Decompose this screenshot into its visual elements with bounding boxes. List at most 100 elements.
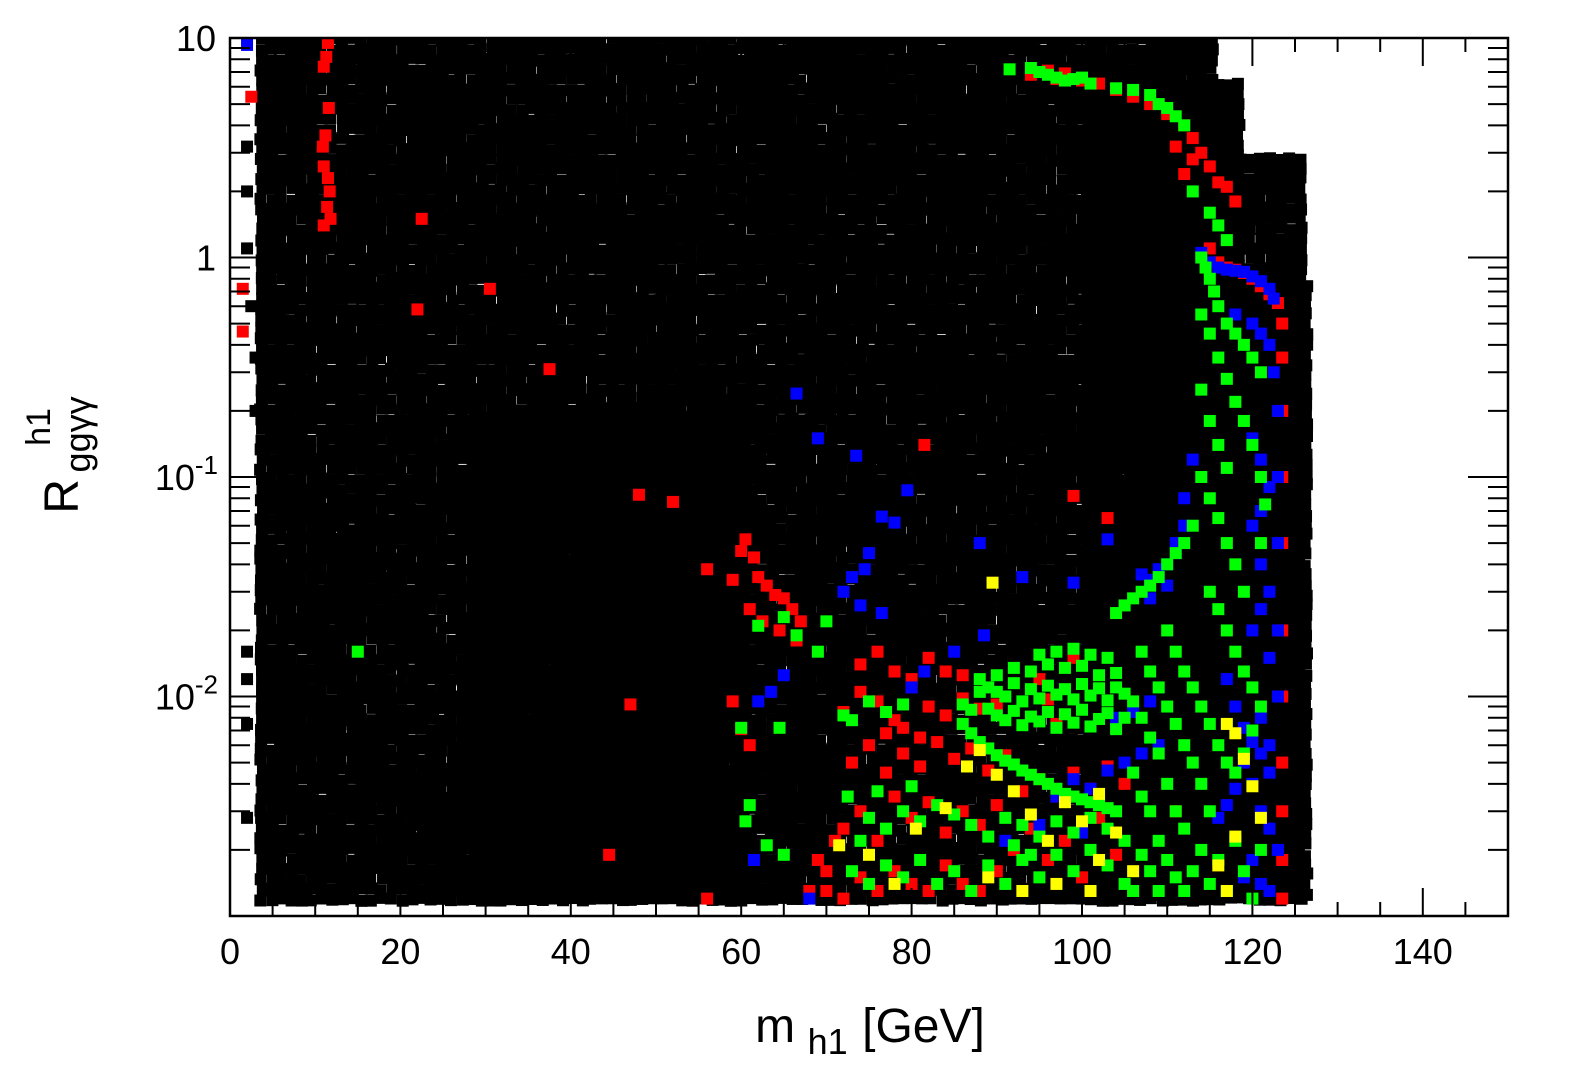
data-point [276,42,289,55]
data-point [336,861,349,874]
data-point [305,703,318,716]
data-point [265,731,278,744]
data-point [274,732,287,745]
data-point [256,53,269,66]
data-point [336,38,349,46]
data-point [324,73,337,86]
data-point [574,42,587,55]
data-point [384,42,397,55]
data-point [264,502,277,515]
data-point [256,763,269,776]
data-point [324,292,337,305]
data-point [434,152,447,165]
data-point [325,742,338,755]
data-point [524,252,537,265]
data-point [264,364,277,377]
data-point [276,142,289,155]
data-point [324,432,337,445]
data-point [494,93,507,106]
data-point [275,753,288,766]
data-point [276,613,289,626]
data-point [345,213,358,226]
data-point [305,194,318,207]
series-0 [241,38,1314,907]
data-point [795,492,808,505]
data-point [275,824,288,837]
plot-area [236,38,1314,907]
data-point [275,671,288,684]
data-point [275,463,288,476]
data-point [336,412,349,425]
data-point [304,124,317,137]
data-point [275,353,288,366]
data-point [265,203,278,216]
data-point [315,552,328,565]
data-point [454,552,467,565]
data-point [256,182,269,195]
data-point [276,642,289,655]
data-point [775,224,788,237]
data-point [276,882,289,895]
data-point [285,302,298,315]
data-point [306,713,319,726]
data-point [814,802,827,815]
data-point [254,653,267,666]
data-point [454,572,467,585]
data-point [264,274,277,287]
data-point [644,202,657,215]
data-point [594,262,607,275]
data-point [384,703,397,716]
data-point [294,862,307,875]
data-point [444,271,457,284]
data-point [644,102,657,115]
data-point [444,602,457,615]
data-point [304,553,317,566]
data-point [285,683,298,696]
data-point [336,592,349,605]
data-point [326,263,339,276]
data-point [424,472,437,485]
data-point [255,303,268,316]
data-point [274,261,287,274]
data-point [424,672,437,685]
data-point [764,802,777,815]
data-point [445,402,458,415]
data-point [256,782,269,795]
data-point [344,172,357,185]
data-point [344,462,357,475]
data-point [276,453,289,466]
data-point [314,562,327,575]
data-point [285,533,298,546]
data-point [464,83,477,96]
data-point [435,444,448,457]
data-point [324,883,337,896]
data-point [294,94,307,107]
data-point [584,283,597,296]
data-point [345,871,358,884]
data-point [645,112,658,125]
data-point [256,142,269,155]
data-point [764,701,777,714]
data-point [774,282,787,295]
data-point [315,863,328,876]
data-point [305,292,318,305]
data-point [335,352,348,365]
data-point [316,822,329,835]
data-point [304,443,317,456]
data-point [305,672,318,685]
data-point [804,392,817,405]
data-point [334,574,347,587]
data-point [264,223,277,236]
data-point [275,802,288,815]
data-point [684,292,697,305]
data-point [314,723,327,736]
data-point [346,392,359,405]
data-point [334,752,347,765]
data-point [256,663,269,676]
data-point [514,362,527,375]
data-point [525,172,538,185]
data-point [275,38,288,45]
data-point [325,833,338,846]
data-point [684,71,697,84]
data-point [374,292,387,305]
